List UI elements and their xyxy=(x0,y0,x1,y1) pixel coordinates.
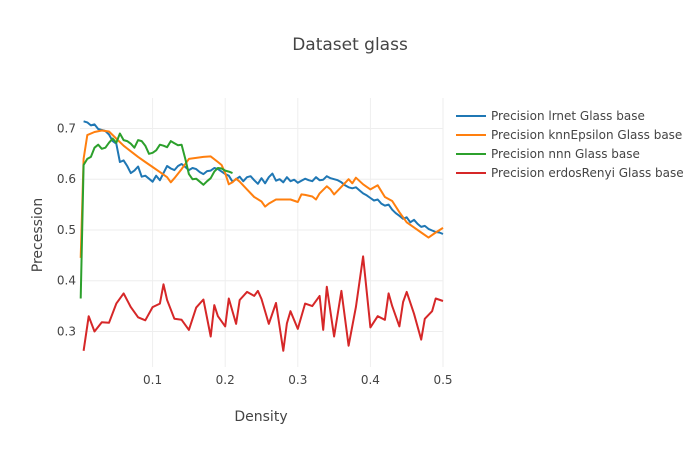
legend-label: Precision knnEpsilon Glass base xyxy=(491,128,682,142)
x-tick-label: 0.1 xyxy=(143,373,162,387)
legend-item[interactable]: Precision knnEpsilon Glass base xyxy=(456,128,682,142)
legend-label: Precision erdosRenyi Glass base xyxy=(491,166,684,180)
series-lines xyxy=(79,120,444,352)
legend-item[interactable]: Precision lrnet Glass base xyxy=(456,109,645,123)
y-tick-label: 0.7 xyxy=(57,121,76,135)
y-tick-label: 0.3 xyxy=(57,324,76,338)
x-tick-label: 0.3 xyxy=(288,373,307,387)
series-line-3 xyxy=(82,255,444,352)
series-line-2 xyxy=(79,132,233,299)
x-tick-labels: 0.1 0.2 0.3 0.4 0.5 xyxy=(143,373,452,387)
y-tick-label: 0.4 xyxy=(57,274,76,288)
y-axis-title: Precession xyxy=(30,198,46,272)
x-tick-label: 0.4 xyxy=(361,373,380,387)
legend-label: Precision lrnet Glass base xyxy=(491,109,645,123)
x-tick-label: 0.2 xyxy=(216,373,235,387)
legend-item[interactable]: Precision erdosRenyi Glass base xyxy=(456,166,684,180)
x-axis-title: Density xyxy=(234,409,287,425)
series-line-1 xyxy=(79,129,444,258)
legend[interactable]: Precision lrnet Glass base Precision knnE… xyxy=(456,109,684,180)
chart-title: Dataset glass xyxy=(292,35,408,55)
y-tick-label: 0.5 xyxy=(57,223,76,237)
legend-label: Precision nnn Glass base xyxy=(491,147,640,161)
legend-item[interactable]: Precision nnn Glass base xyxy=(456,147,640,161)
y-tick-label: 0.6 xyxy=(57,172,76,186)
x-tick-label: 0.5 xyxy=(433,373,452,387)
y-tick-labels: 0.3 0.4 0.5 0.6 0.7 xyxy=(57,121,76,338)
series-line-0 xyxy=(83,120,444,235)
